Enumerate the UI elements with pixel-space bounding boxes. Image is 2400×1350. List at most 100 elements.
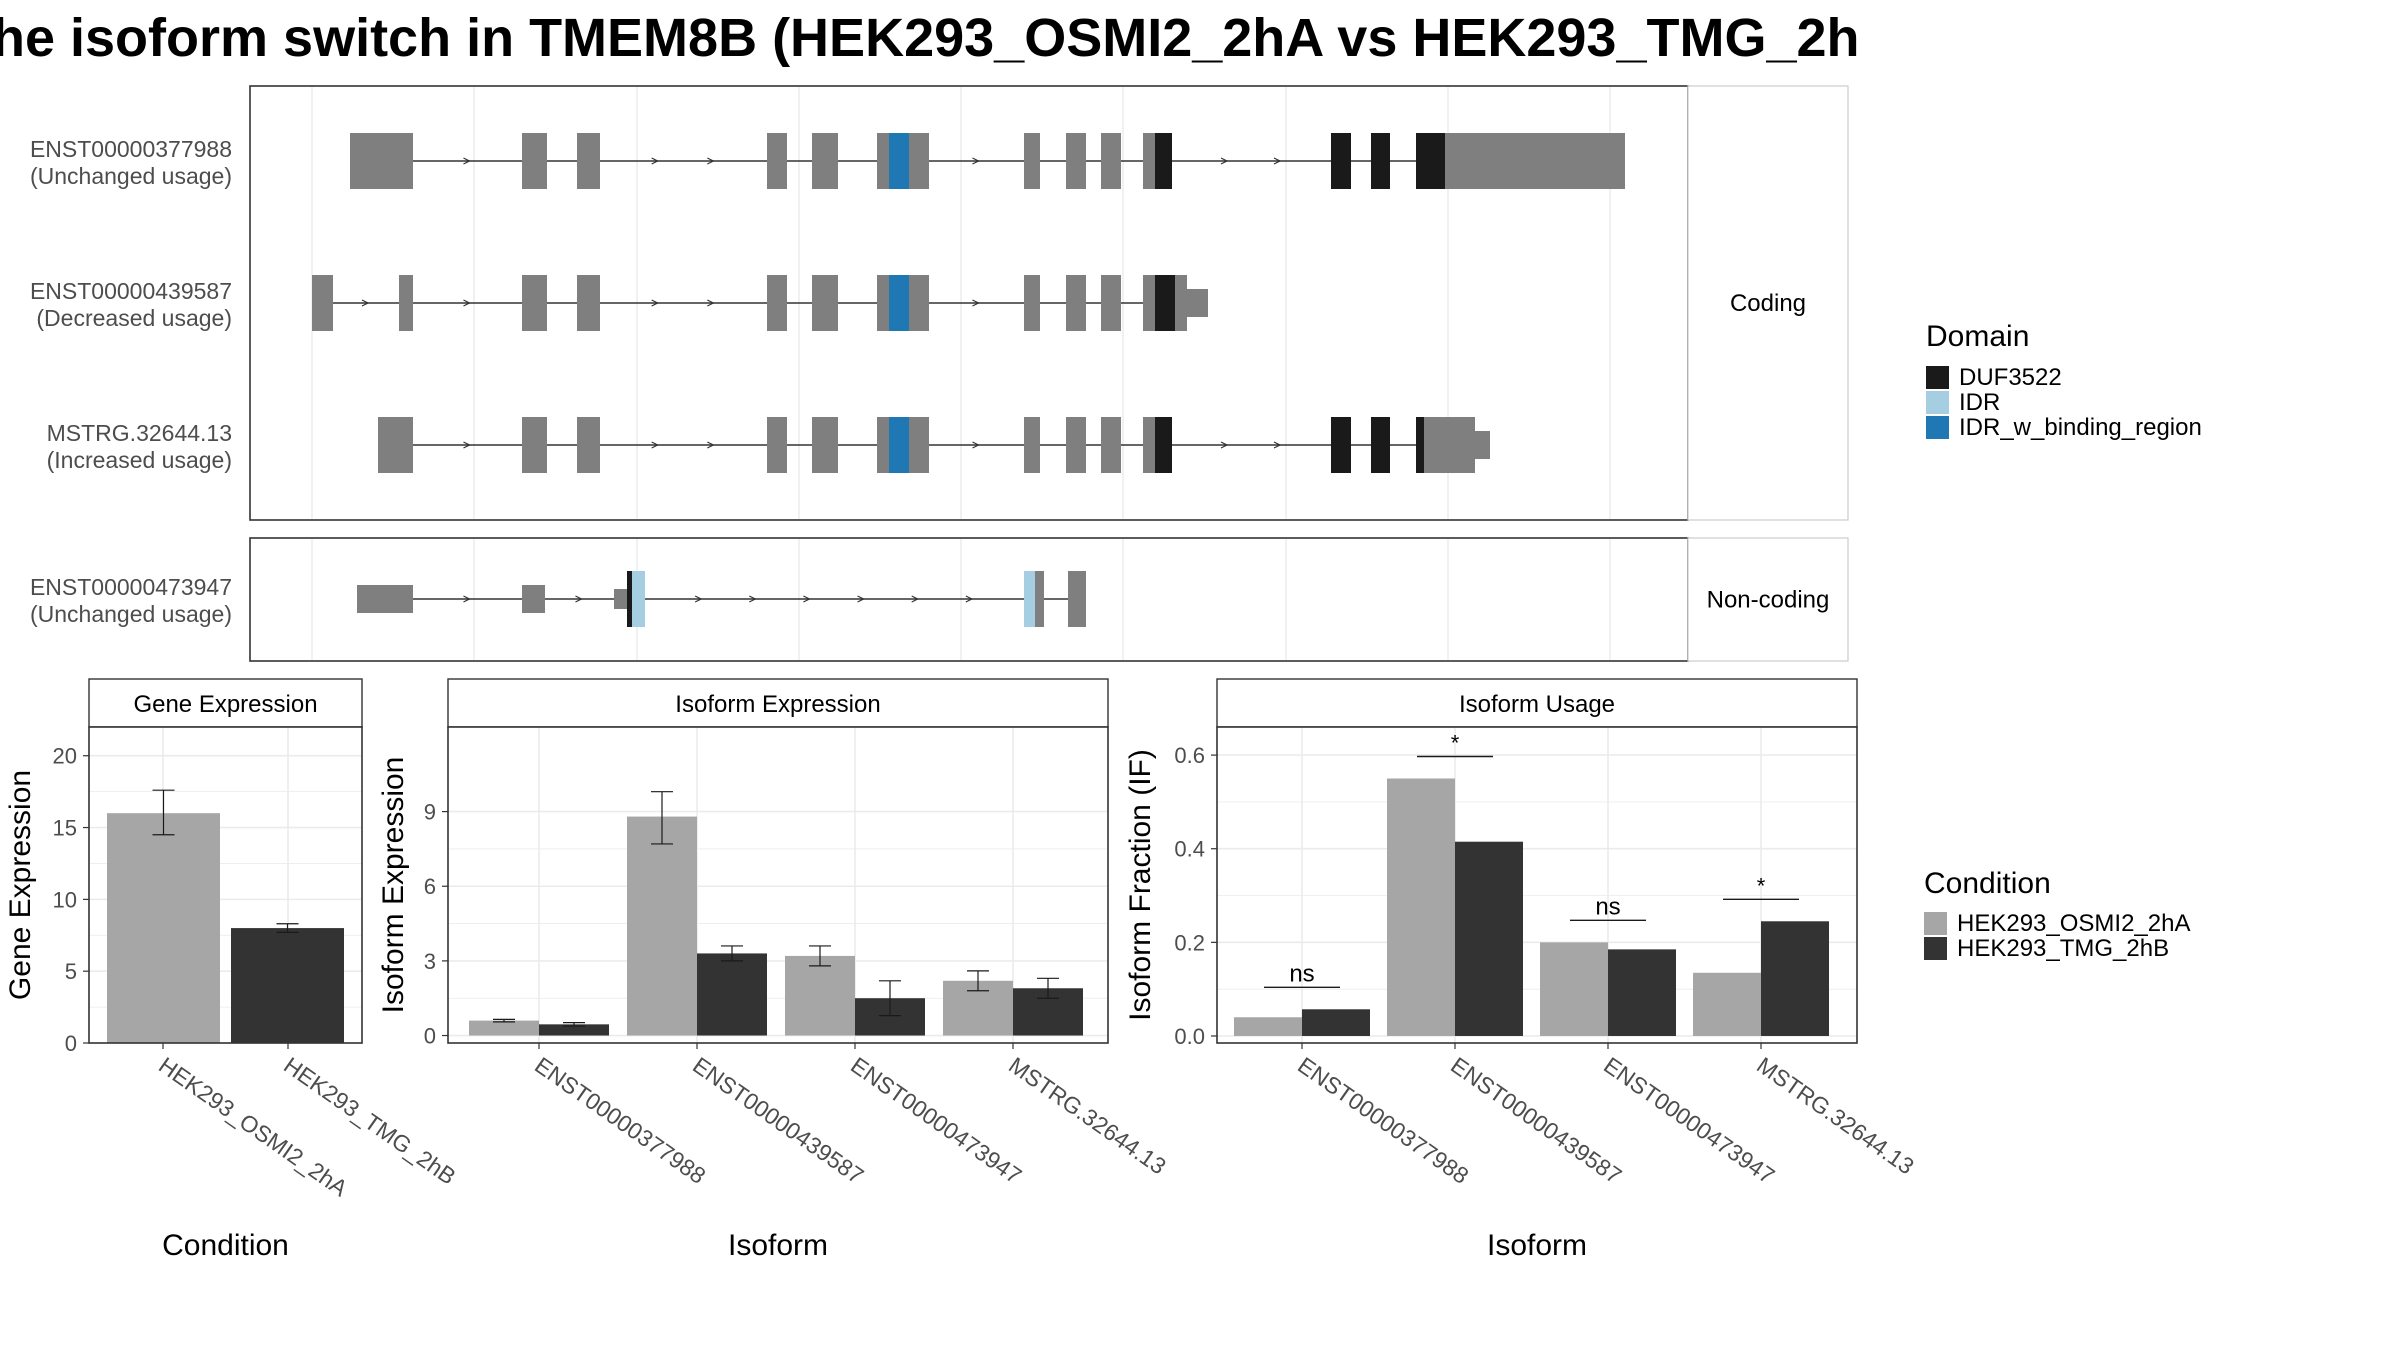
strand-arrow	[749, 595, 757, 603]
strand-arrow	[575, 595, 583, 603]
bar	[697, 953, 767, 1036]
exon	[812, 417, 838, 473]
y-axis-title: Isoform Expression	[377, 757, 410, 1014]
legend-key	[1926, 416, 1949, 439]
exon	[1068, 571, 1086, 627]
y-tick-label: 5	[65, 959, 77, 984]
expression-bar-panels: Gene Expression05101520HEK293_OSMI2_2hAH…	[4, 678, 1919, 1262]
exon	[312, 275, 333, 331]
bar	[785, 955, 855, 1036]
legend-key	[1924, 912, 1947, 935]
strand-arrow	[1273, 441, 1282, 449]
exon	[1175, 275, 1187, 331]
exon	[767, 275, 787, 331]
x-tick-label: ENST00000439587	[688, 1052, 868, 1189]
exon	[350, 133, 413, 189]
exon	[877, 275, 889, 331]
bar	[1302, 1009, 1370, 1036]
strand-arrow	[361, 299, 370, 307]
significance-label: *	[1451, 730, 1460, 755]
strand-arrow	[694, 595, 703, 603]
domain-segment	[1331, 417, 1351, 473]
exon	[522, 417, 547, 473]
noncoding-panel-strip	[1687, 537, 1849, 662]
domain-segment	[1155, 417, 1172, 473]
transcript-name: ENST00000439587	[30, 278, 232, 304]
exon	[378, 417, 413, 473]
legend-label: DUF3522	[1959, 364, 2062, 391]
panel-strip	[88, 678, 363, 728]
y-tick-label: 20	[53, 744, 77, 769]
strand-arrow	[1220, 441, 1229, 449]
legend-label: IDR_w_binding_region	[1959, 414, 2202, 441]
exon	[877, 417, 889, 473]
x-tick-label: ENST00000473947	[846, 1052, 1026, 1189]
y-tick-label: 0.6	[1174, 743, 1205, 768]
exon	[812, 133, 838, 189]
y-tick-label: 3	[424, 949, 436, 974]
x-tick-label: MSTRG.32644.13	[1752, 1052, 1919, 1180]
y-tick-label: 10	[53, 887, 77, 912]
panel-border	[1216, 726, 1858, 1044]
strand-arrow	[911, 595, 920, 603]
exon	[877, 133, 889, 189]
strand-arrow	[463, 441, 471, 449]
domain-segment	[1371, 417, 1390, 473]
transcript-usage: (Unchanged usage)	[30, 601, 232, 627]
strand-arrow	[972, 441, 980, 449]
bar	[1608, 949, 1676, 1036]
bar	[1540, 942, 1608, 1036]
transcript-structure-panel: CodingNon-codingENST00000377988(Unchange…	[30, 85, 1849, 662]
panel-border	[447, 726, 1109, 1044]
transcript-name: ENST00000377988	[30, 136, 232, 162]
domain-segment	[889, 275, 909, 331]
strand-arrow	[1220, 157, 1229, 165]
panel-title: Isoform Expression	[675, 691, 880, 718]
exon	[1024, 133, 1040, 189]
strand-arrow	[463, 299, 471, 307]
exon	[1035, 571, 1044, 627]
domain-segment	[1331, 133, 1351, 189]
legend-key	[1926, 366, 1949, 389]
x-tick-label: ENST00000377988	[530, 1052, 710, 1189]
x-axis-title: Isoform	[728, 1229, 828, 1262]
panel-title: Isoform Usage	[1459, 691, 1615, 718]
significance-label: ns	[1289, 960, 1314, 987]
strand-arrow	[972, 157, 980, 165]
exon	[767, 417, 787, 473]
exon	[614, 589, 627, 609]
bar	[107, 813, 220, 1043]
exon	[1424, 417, 1475, 473]
domain-segment	[632, 571, 645, 627]
y-tick-label: 0.4	[1174, 837, 1205, 862]
domain-segment	[1024, 571, 1035, 627]
exon	[577, 417, 600, 473]
strand-arrow	[965, 595, 974, 603]
legend-label: HEK293_TMG_2hB	[1957, 935, 2169, 962]
strand-arrow	[972, 299, 980, 307]
exon	[522, 275, 547, 331]
exon	[909, 417, 929, 473]
x-axis-title: Isoform	[1487, 1229, 1587, 1262]
transcript-usage: (Increased usage)	[47, 447, 232, 473]
domain-segment	[889, 133, 909, 189]
strand-arrow	[707, 299, 715, 307]
bar	[1693, 972, 1761, 1036]
legend-condition-title: Condition	[1924, 867, 2051, 900]
domain-segment	[1416, 133, 1445, 189]
exon	[522, 133, 547, 189]
exon	[1101, 133, 1121, 189]
x-tick-label: MSTRG.32644.13	[1004, 1052, 1171, 1180]
bar	[627, 816, 697, 1036]
bar	[1234, 1017, 1302, 1036]
exon	[1143, 417, 1155, 473]
exon	[1475, 431, 1490, 459]
legend-key	[1926, 391, 1949, 414]
exon	[909, 275, 929, 331]
exon	[1066, 275, 1086, 331]
exon	[1066, 133, 1086, 189]
strand-arrow	[651, 299, 660, 307]
exon	[1143, 275, 1155, 331]
significance-label: *	[1757, 873, 1766, 898]
